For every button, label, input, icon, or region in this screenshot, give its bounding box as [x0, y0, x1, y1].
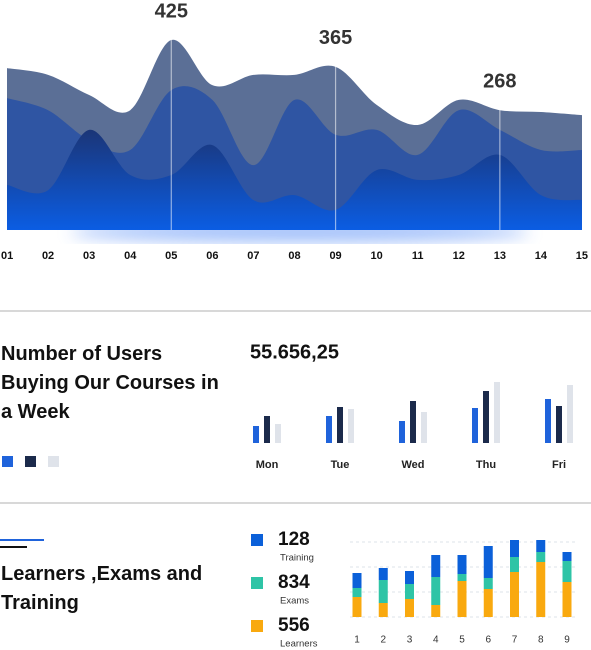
bar-segment [483, 578, 493, 589]
x-tick-label: 15 [576, 250, 588, 262]
x-tick-label: 10 [371, 250, 383, 262]
x-tick-label: 07 [247, 250, 259, 262]
bar-segment [457, 555, 467, 574]
x-tick-label: 09 [329, 250, 341, 262]
bar [494, 382, 500, 443]
bar-segment [457, 574, 467, 581]
bar-segment [536, 562, 546, 617]
value-label: 365 [319, 27, 352, 49]
bar [567, 385, 573, 443]
bar [275, 424, 281, 443]
x-tick-label: 6 [485, 635, 491, 646]
bar [472, 408, 478, 443]
bar [253, 426, 259, 443]
bar-segment [510, 557, 519, 572]
legend-value: 556 [278, 615, 310, 636]
bar-segment [352, 588, 362, 597]
bar-segment [431, 605, 441, 617]
bar-segment [536, 540, 546, 552]
bar-segment [431, 555, 441, 577]
bar-segment [510, 572, 519, 617]
bar-segment [352, 597, 362, 617]
bar [483, 391, 489, 443]
area [7, 129, 582, 230]
x-tick-label: 11 [412, 250, 424, 262]
x-tick-label: 08 [288, 250, 300, 262]
bar-segment [562, 582, 572, 617]
bar [399, 421, 405, 443]
legend-swatch [2, 456, 13, 467]
legend-value: 128 [278, 529, 310, 550]
x-tick-label: 3 [407, 635, 413, 646]
legend-label: Exams [280, 596, 309, 607]
x-tick-label: Thu [476, 459, 496, 471]
x-tick-label: 8 [538, 635, 544, 646]
x-tick-label: 4 [433, 635, 439, 646]
x-tick-label: 04 [124, 250, 137, 262]
x-tick-label: 01 [1, 250, 13, 262]
bar-segment [483, 589, 493, 617]
x-tick-label: 13 [494, 250, 506, 262]
bar-segment [562, 552, 572, 561]
bar [337, 407, 343, 443]
legend-swatch [48, 456, 59, 467]
bar [264, 416, 270, 443]
bar-segment [510, 540, 519, 557]
value-label: 268 [483, 70, 516, 92]
bar-segment [378, 603, 388, 617]
bar-segment [352, 573, 362, 588]
x-tick-label: 03 [83, 250, 95, 262]
x-tick-label: Fri [552, 459, 566, 471]
x-tick-label: 5 [459, 635, 465, 646]
x-tick-label: Wed [401, 459, 424, 471]
x-tick-label: 02 [42, 250, 54, 262]
bar [410, 401, 416, 443]
x-tick-label: 05 [165, 250, 177, 262]
legend-swatch [251, 534, 263, 546]
x-tick-label: 1 [354, 635, 360, 646]
bar [556, 406, 562, 443]
bar-segment [536, 552, 546, 562]
x-tick-label: 7 [512, 635, 518, 646]
x-tick-label: 2 [380, 635, 386, 646]
chart-title: Number of Users Buying Our Courses in a … [1, 343, 219, 423]
x-tick-label: Mon [256, 459, 279, 471]
bar-segment [483, 546, 493, 578]
bar-segment [378, 580, 388, 603]
headline: 55.656,25 [250, 341, 339, 363]
x-tick-label: 9 [564, 635, 570, 646]
x-tick-label: 06 [206, 250, 218, 262]
legend-swatch [251, 620, 263, 632]
x-tick-label: Tue [331, 459, 350, 471]
legend-label: Learners [280, 639, 318, 650]
bar [545, 399, 551, 443]
bar-segment [405, 599, 414, 617]
legend-swatch [25, 456, 36, 467]
bar-segment [405, 584, 414, 599]
bar-segment [431, 577, 441, 605]
bar-segment [405, 571, 414, 584]
chart-title: Learners ,Exams and Training [1, 563, 203, 614]
legend-swatch [251, 577, 263, 589]
bar [348, 409, 354, 443]
legend-label: Training [280, 553, 314, 564]
x-tick-label: 14 [535, 250, 548, 262]
legend-value: 834 [278, 572, 310, 593]
bar [421, 412, 427, 443]
bar-segment [378, 568, 388, 580]
x-tick-label: 12 [453, 250, 465, 262]
bar-segment [562, 561, 572, 582]
value-label: 425 [155, 0, 188, 22]
bar [326, 416, 332, 443]
bar-segment [457, 581, 467, 617]
